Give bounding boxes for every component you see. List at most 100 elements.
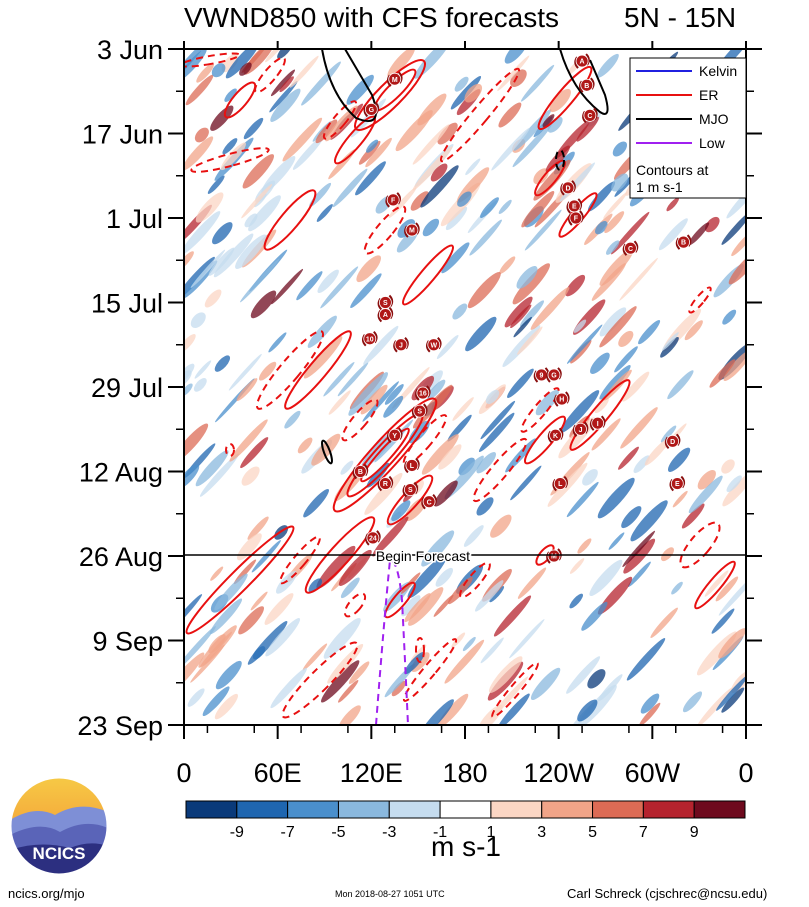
anomaly-patch [513, 316, 532, 338]
anomaly-patch [599, 307, 627, 337]
storm-marker: G [546, 367, 562, 383]
storm-marker: J [572, 421, 589, 437]
er-contour-negative [679, 521, 721, 569]
anomaly-patch [696, 687, 733, 725]
anomaly-patch [684, 320, 703, 341]
storm-marker-label: J [579, 427, 583, 434]
colorbar-swatch [693, 800, 746, 819]
anomaly-patch [210, 105, 234, 131]
anomaly-patch [490, 514, 512, 538]
anomaly-patch [577, 699, 598, 722]
storm-marker: I [589, 415, 606, 431]
anomaly-patch [573, 319, 587, 333]
anomaly-patch [599, 365, 631, 400]
storm-marker-label: D [566, 185, 571, 192]
anomaly-patch [229, 419, 268, 462]
storm-marker-label: E [675, 481, 680, 488]
anomaly-patch [208, 634, 226, 654]
anomaly-patch [463, 525, 484, 547]
storm-marker-dot [403, 483, 417, 497]
anomaly-patch [465, 316, 497, 352]
storm-marker-dot [413, 404, 427, 418]
anomaly-patch [212, 222, 233, 245]
ncics-logo: NCICS [10, 777, 108, 875]
colorbar-swatch [439, 800, 492, 819]
chart-region: 5N - 15N [624, 2, 737, 33]
mjo-contour [559, 49, 609, 115]
er-contour-negative [491, 661, 539, 719]
storm-marker-dot [677, 235, 690, 249]
anomaly-patch [236, 533, 262, 561]
anomaly-patch [728, 249, 746, 285]
anomaly-patch [451, 632, 466, 648]
anomaly-patch [301, 61, 341, 106]
storm-marker: C [421, 493, 437, 510]
anomaly-patch [510, 69, 527, 87]
anomaly-patch [480, 197, 499, 218]
anomaly-patch [591, 418, 621, 451]
storm-marker: L [404, 457, 420, 474]
anomaly-patch [395, 110, 433, 152]
anomaly-patch [715, 576, 739, 602]
storm-marker-label: K [553, 433, 558, 440]
storm-marker-dot [388, 428, 402, 442]
mjo-contour [321, 439, 333, 465]
anomaly-patch [311, 433, 341, 466]
anomaly-patch [709, 359, 736, 388]
colorbar-swatch [490, 800, 543, 819]
anomaly-patch [560, 390, 600, 433]
er-contour-negative [520, 387, 560, 433]
anomaly-patch [452, 303, 468, 320]
anomaly-patch [504, 49, 528, 64]
anomaly-patch [512, 263, 551, 305]
anomaly-patch [697, 470, 716, 490]
anomaly-patch [452, 397, 474, 421]
anomaly-patch [565, 274, 586, 297]
anomaly-patch [476, 452, 497, 474]
colorbar-label: -7 [281, 824, 295, 841]
anomaly-patch [716, 675, 746, 711]
anomaly-patch [387, 49, 416, 78]
anomaly-patch [718, 628, 746, 659]
anomaly-patch [355, 161, 386, 196]
storm-marker-dot [547, 549, 561, 563]
storm-marker-dot [555, 392, 569, 406]
x-tick-label: 0 [176, 758, 191, 788]
anomaly-patch [441, 242, 470, 274]
anomaly-patch [621, 506, 642, 529]
storm-marker-label: C [427, 499, 432, 506]
anomaly-patch [630, 500, 668, 542]
colorbar-units: m s-1 [431, 831, 501, 862]
colorbar-label: -1 [433, 824, 447, 841]
anomaly-patch [434, 480, 458, 507]
anomaly-patch [338, 680, 359, 703]
anomaly-patch [688, 222, 710, 246]
anomaly-patch [422, 218, 440, 237]
er-contour-negative [254, 56, 286, 94]
storm-marker-dot [405, 459, 419, 472]
legend-box [629, 57, 747, 199]
storm-marker-dot [416, 386, 430, 400]
storm-marker: S [411, 403, 428, 419]
anomaly-patch [569, 593, 583, 609]
anomaly-patch [731, 229, 746, 257]
er-contour-negative [279, 535, 321, 585]
anomaly-patch [239, 62, 252, 76]
storm-marker-dot [378, 308, 392, 321]
anomaly-patch [569, 558, 585, 574]
anomaly-patch [476, 497, 494, 516]
anomaly-patch [671, 581, 683, 595]
anomaly-patch [688, 475, 723, 514]
storm-marker-dot [574, 422, 587, 436]
anomaly-patch [426, 379, 446, 400]
er-contour-negative [688, 286, 712, 314]
x-tick-label: 120W [523, 758, 594, 788]
anomaly-patch [271, 268, 304, 305]
storm-marker-label: M [409, 228, 415, 235]
footer-url[interactable]: ncics.org/mjo [8, 886, 85, 901]
anomaly-patch [328, 390, 351, 415]
storm-marker-dot [354, 465, 367, 478]
anomaly-patch [667, 370, 694, 400]
storm-marker: G [363, 101, 380, 118]
legend-label: Low [699, 135, 726, 151]
